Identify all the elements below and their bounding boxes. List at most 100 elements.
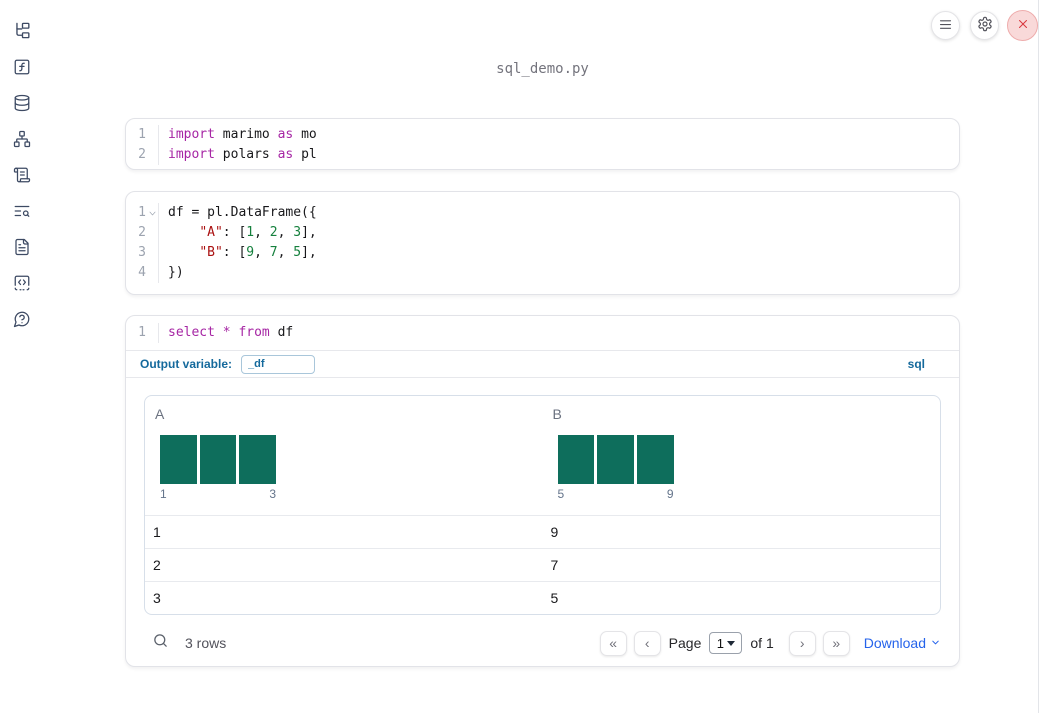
page-label: Page — [668, 635, 702, 651]
code-line: }) — [168, 265, 184, 280]
column-header-label: A — [155, 406, 165, 422]
close-icon — [1016, 17, 1030, 34]
line-number: 1 — [126, 125, 158, 145]
first-page-button[interactable]: « — [599, 630, 627, 656]
help-bubble-icon — [13, 310, 31, 333]
shutdown-button[interactable] — [1007, 10, 1038, 41]
fold-spacer — [146, 149, 158, 161]
last-page-button[interactable]: » — [822, 630, 850, 656]
notebook-filename[interactable]: sql_demo.py — [496, 61, 589, 77]
sidebar-item-help[interactable] — [11, 310, 33, 333]
table-cell: 1 — [153, 524, 161, 540]
sidebar-item-variables[interactable] — [11, 58, 33, 81]
code-line: df = pl.DataFrame({ — [168, 205, 317, 220]
gear-icon — [977, 16, 993, 35]
code-line: import marimo as mo — [168, 127, 317, 142]
next-page-button[interactable]: › — [788, 630, 816, 656]
function-square-icon — [13, 58, 31, 81]
sidebar-item-documentation[interactable] — [11, 238, 33, 261]
download-label: Download — [863, 635, 926, 651]
table-cell: 9 — [550, 524, 559, 540]
table-cell: 2 — [153, 557, 161, 573]
code-line: select * from df — [168, 325, 294, 340]
language-badge: sql — [907, 357, 925, 371]
column-histogram — [557, 435, 674, 484]
sidebar-item-logs[interactable] — [11, 166, 33, 189]
page-total: of 1 — [750, 635, 774, 651]
sidebar-item-dependencies[interactable] — [11, 130, 33, 153]
fold-spacer — [146, 129, 158, 141]
fold-spacer — [146, 227, 158, 239]
hist-axis-max: 3 — [269, 487, 276, 501]
file-tree-icon — [13, 21, 32, 45]
download-button[interactable]: Download — [864, 635, 941, 651]
table-cell: 3 — [153, 590, 161, 606]
fold-spacer — [146, 267, 158, 279]
database-icon — [13, 94, 31, 117]
row-count: 3 rows — [185, 635, 227, 651]
search-icon — [152, 632, 169, 654]
sidebar-item-explorer[interactable] — [11, 21, 33, 45]
line-number-gutter: 1 — [126, 323, 159, 343]
code-square-icon — [13, 274, 31, 297]
sidebar-item-snippets[interactable] — [11, 274, 33, 297]
sql-editor[interactable]: 1 select * from df — [126, 316, 959, 350]
code-lines: import marimo as mo import polars as pl — [159, 125, 317, 165]
code-lines: df = pl.DataFrame({ "A": [1, 2, 3], "B":… — [159, 203, 317, 283]
code-line: import polars as pl — [168, 147, 317, 162]
column-histogram — [160, 435, 277, 484]
code-lines: select * from df — [159, 323, 293, 343]
sql-cell: 1 select * from df Output variable: sql … — [125, 315, 960, 667]
hamburger-menu-icon — [938, 17, 953, 35]
page-select-value: 1 — [716, 635, 724, 651]
window-edge — [1038, 0, 1039, 713]
code-line: "A": [1, 2, 3], — [199, 225, 317, 240]
sidebar-item-datasources[interactable] — [11, 94, 33, 117]
prev-page-button[interactable]: ‹ — [633, 630, 661, 656]
sidebar-item-tracing[interactable] — [11, 204, 33, 222]
histogram-bar — [239, 435, 277, 484]
output-variable-row: Output variable: sql — [126, 350, 959, 378]
file-text-icon — [13, 238, 31, 261]
fold-chevron-icon[interactable] — [146, 207, 158, 219]
fold-spacer — [146, 327, 158, 339]
scroll-text-icon — [13, 166, 31, 189]
fold-spacer — [146, 247, 158, 259]
histogram-bar — [597, 435, 634, 484]
histogram-bar — [160, 435, 197, 484]
code-line: "B": [9, 7, 5], — [199, 245, 317, 260]
select-caret-icon — [726, 640, 735, 646]
table-cell: 5 — [550, 590, 559, 606]
chevron-down-icon — [930, 635, 941, 651]
hist-axis-min: 1 — [160, 487, 167, 501]
search-rows-button[interactable] — [151, 634, 169, 652]
output-variable-input[interactable] — [241, 354, 316, 374]
page-select[interactable]: 1 — [709, 632, 743, 654]
line-number: 3 — [126, 243, 158, 263]
line-number: 2 — [126, 223, 158, 243]
line-number: 4 — [126, 263, 158, 283]
histogram-bar — [636, 435, 674, 484]
text-search-icon — [13, 202, 31, 225]
notebook-menu-button[interactable] — [931, 11, 960, 40]
hist-axis-min: 5 — [557, 487, 565, 501]
network-graph-icon — [13, 130, 31, 153]
settings-button[interactable] — [970, 11, 999, 40]
